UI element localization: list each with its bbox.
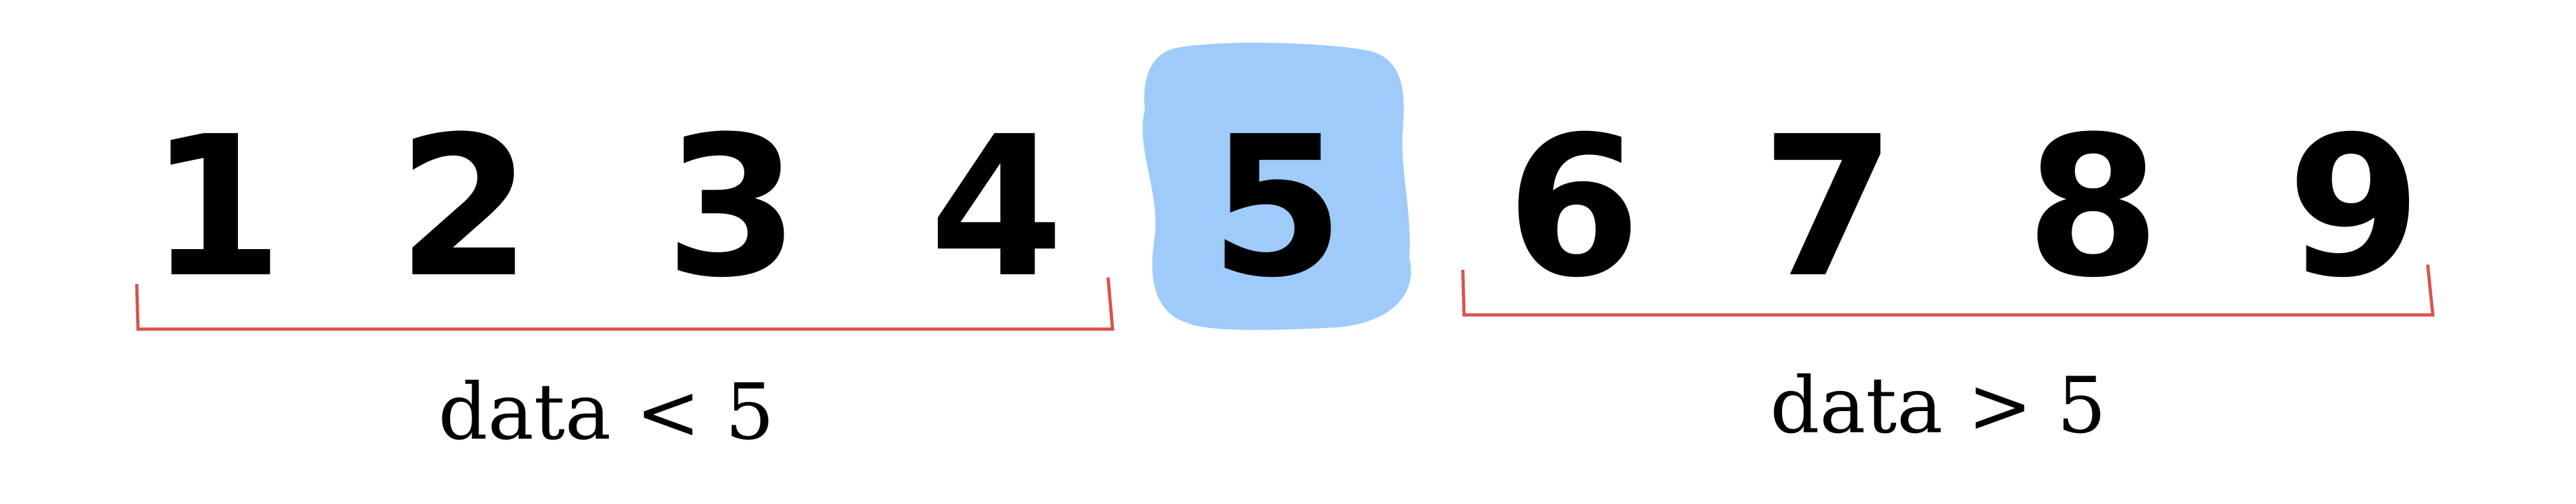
bracket-right: [1461, 264, 2435, 317]
digit-1: 1: [149, 95, 284, 320]
digit-6: 6: [1507, 95, 1641, 320]
bracket-left: [135, 277, 1115, 331]
range-label-right: data > 5: [1770, 361, 2106, 451]
digit-8: 8: [2026, 95, 2161, 320]
digit-4: 4: [929, 95, 1064, 320]
range-label-left: data < 5: [438, 368, 774, 458]
digit-2: 2: [397, 95, 532, 320]
pivot-highlight: [1142, 43, 1411, 330]
digit-9: 9: [2287, 95, 2422, 320]
digit-5: 5: [1210, 95, 1345, 320]
digit-7: 7: [1761, 95, 1896, 320]
digit-3: 3: [665, 95, 800, 320]
